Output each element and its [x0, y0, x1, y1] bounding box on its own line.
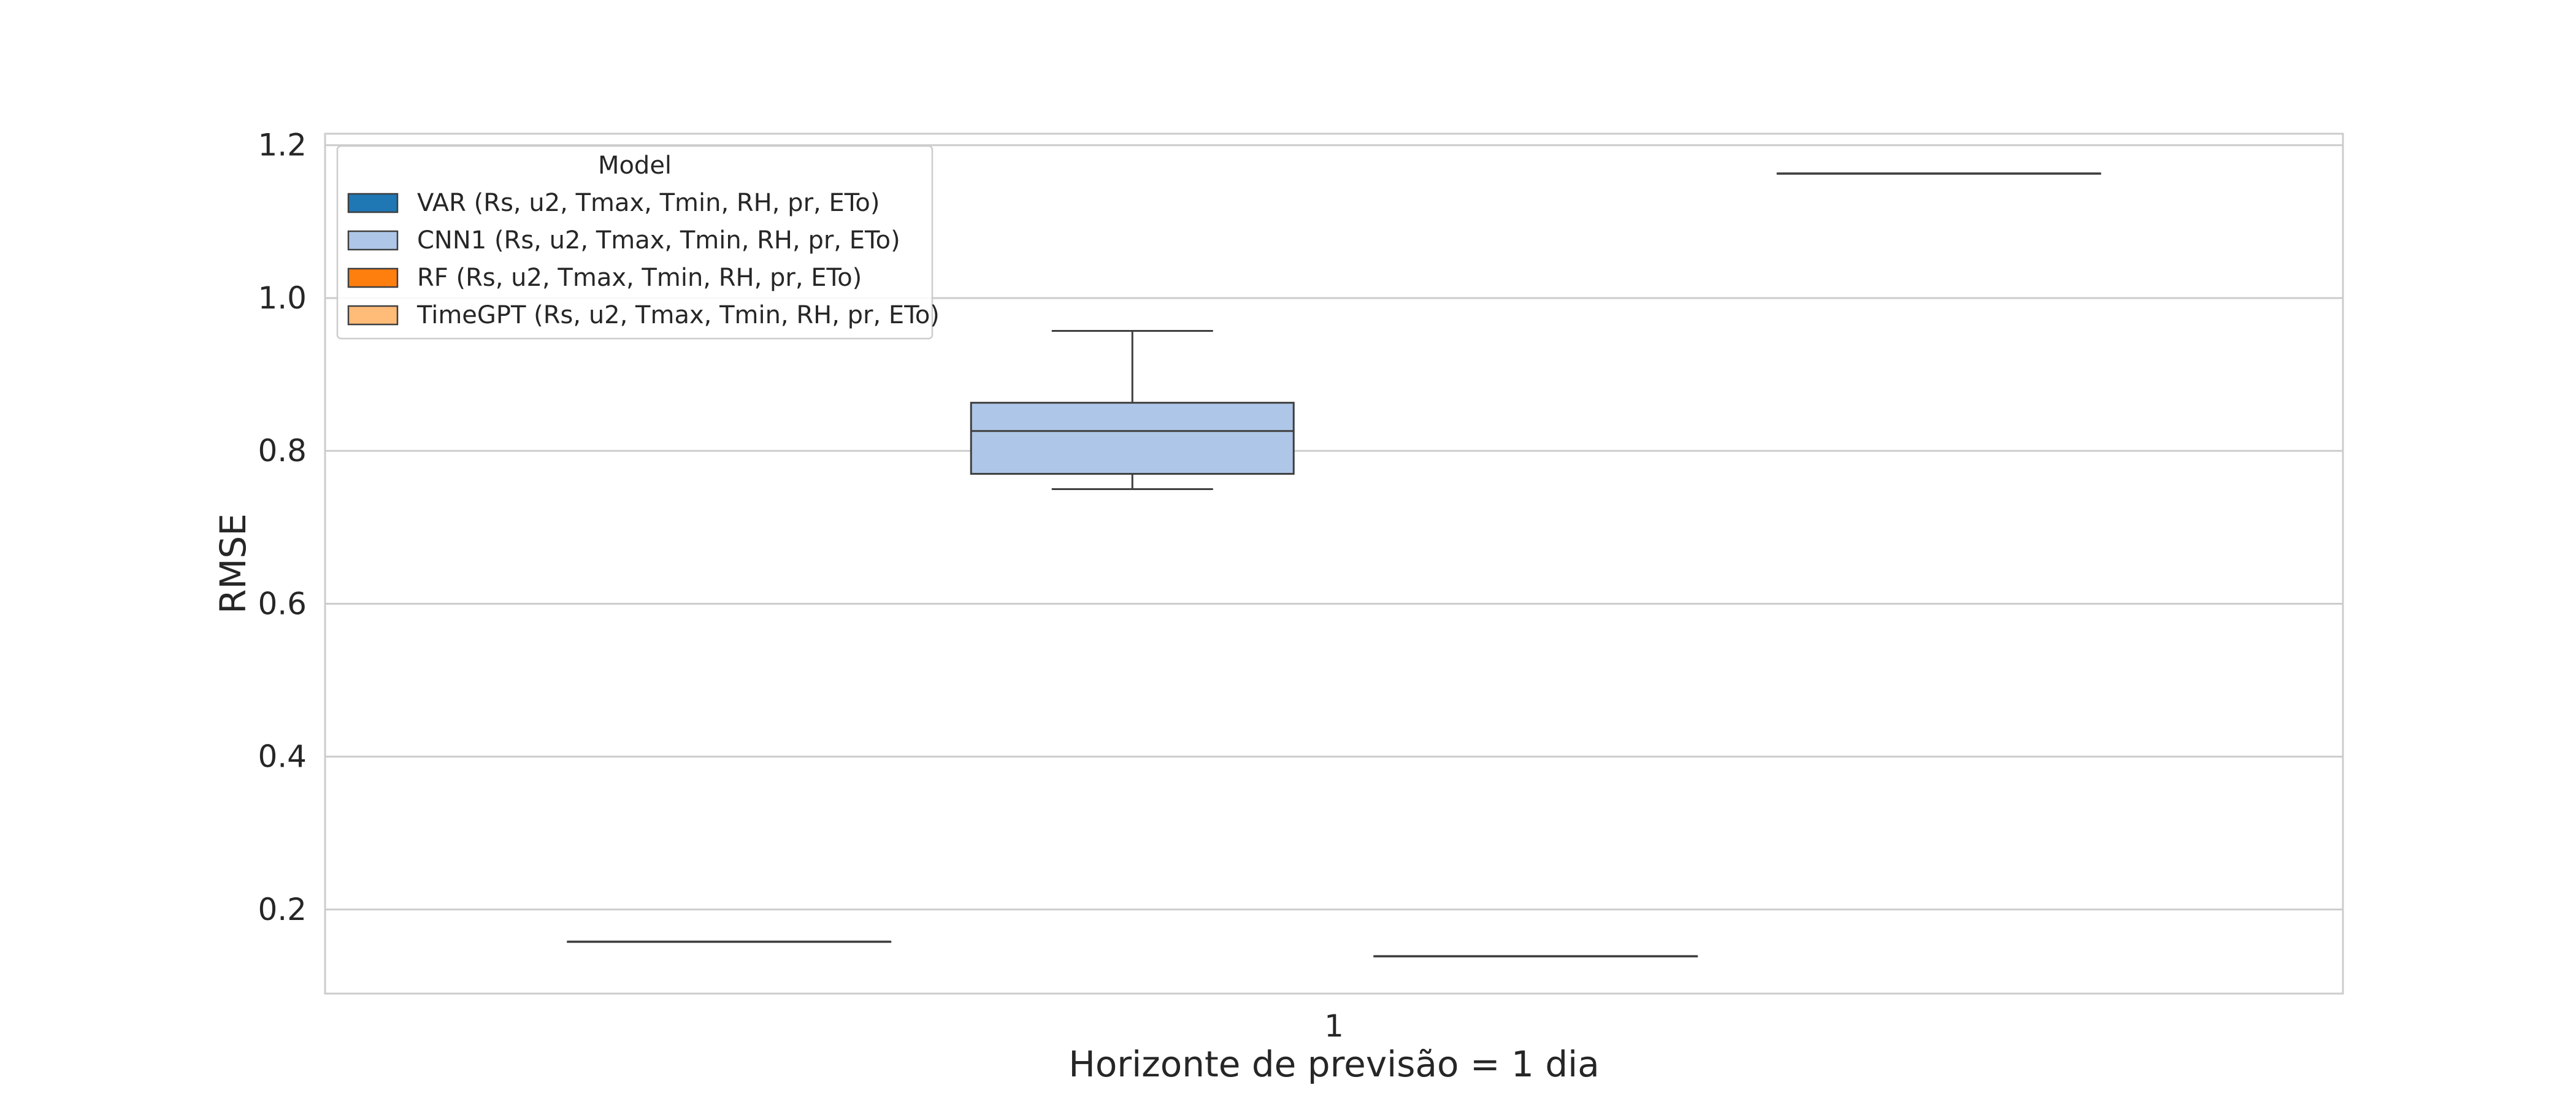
- legend-swatch: [347, 267, 399, 288]
- x-tick-label: 1: [1324, 1008, 1344, 1044]
- y-tick-label: 1.2: [258, 128, 307, 163]
- legend-swatch: [347, 305, 399, 326]
- legend: Model VAR (Rs, u2, Tmax, Tmin, RH, pr, E…: [336, 145, 940, 340]
- plot-frame: [324, 132, 2344, 995]
- legend-frame: [336, 145, 933, 340]
- y-tick-label: 0.4: [258, 739, 307, 775]
- legend-item: RF (Rs, u2, Tmax, Tmin, RH, pr, ETo): [347, 264, 862, 292]
- legend-title: Model: [598, 151, 672, 180]
- x-axis-label: Horizonte de previsão = 1 dia: [1068, 1043, 1600, 1085]
- boxes: [567, 172, 2101, 957]
- y-tick-label: 1.0: [258, 280, 307, 316]
- box-body: [970, 402, 1295, 475]
- legend-items: VAR (Rs, u2, Tmax, Tmin, RH, pr, ETo) CNN…: [347, 189, 940, 329]
- y-tick-label: 0.8: [258, 433, 307, 469]
- legend-label: VAR (Rs, u2, Tmax, Tmin, RH, pr, ETo): [417, 189, 880, 217]
- x-tick-labels: 1: [1324, 1008, 1344, 1044]
- y-tick-label: 0.2: [258, 892, 307, 927]
- box-1: [970, 330, 1295, 490]
- legend-label: CNN1 (Rs, u2, Tmax, Tmin, RH, pr, ETo): [417, 226, 900, 255]
- legend-swatch: [347, 193, 399, 213]
- y-tick-labels: 0.2 0.4 0.6 0.8 1.0 1.2: [258, 128, 307, 927]
- box-2: [1373, 955, 1698, 957]
- legend-swatch: [347, 230, 399, 251]
- legend-label: TimeGPT (Rs, u2, Tmax, Tmin, RH, pr, ETo…: [416, 301, 940, 329]
- y-axis-label: RMSE: [212, 513, 254, 614]
- legend-item: TimeGPT (Rs, u2, Tmax, Tmin, RH, pr, ETo…: [347, 301, 940, 329]
- y-tick-label: 0.6: [258, 586, 307, 621]
- box-0: [567, 940, 892, 943]
- legend-item: CNN1 (Rs, u2, Tmax, Tmin, RH, pr, ETo): [347, 226, 900, 255]
- legend-label: RF (Rs, u2, Tmax, Tmin, RH, pr, ETo): [417, 264, 862, 292]
- legend-item: VAR (Rs, u2, Tmax, Tmin, RH, pr, ETo): [347, 189, 880, 217]
